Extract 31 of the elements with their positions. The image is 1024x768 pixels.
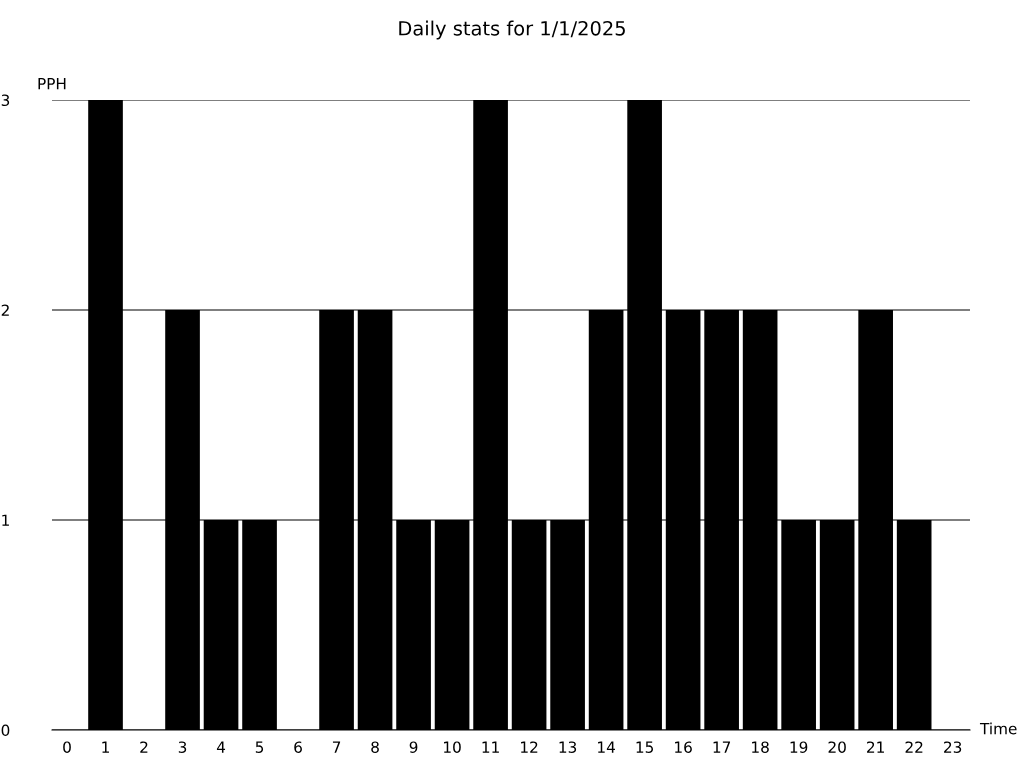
- y-tick-label: 1: [2, 514, 9, 526]
- x-tick-label: 20: [828, 741, 846, 753]
- x-tick-label: 21: [867, 741, 884, 753]
- x-tick-label: 23: [944, 741, 962, 753]
- y-tick-label: 2: [1, 304, 9, 316]
- x-tick-label: 3: [178, 741, 187, 753]
- x-tick-label: 4: [216, 741, 226, 753]
- x-tick-label: 12: [521, 741, 538, 753]
- y-tick-label: 3: [1, 94, 10, 107]
- x-tick-label: 19: [790, 741, 808, 753]
- x-tick-label: 10: [444, 741, 461, 753]
- x-tick-label: 22: [905, 741, 923, 753]
- x-tick-label: 0: [63, 741, 71, 753]
- x-tick-label: 5: [255, 741, 264, 753]
- x-tick-label: 6: [294, 741, 302, 753]
- y-tick-label: 0: [1, 724, 10, 737]
- x-tick-label: 16: [675, 741, 692, 753]
- x-tick-label: 2: [140, 741, 148, 753]
- chart-title: Daily stats for 1/1/2025: [399, 20, 625, 40]
- x-tick-label: 11: [482, 741, 499, 753]
- x-tick-label: 9: [409, 741, 418, 753]
- x-tick-label: 14: [598, 741, 615, 753]
- x-tick-label: 15: [636, 741, 653, 753]
- x-tick-label: 1: [102, 741, 109, 753]
- x-tick-label: 17: [713, 741, 731, 753]
- x-tick-label: 13: [559, 741, 577, 753]
- x-tick-label: 8: [371, 741, 379, 753]
- x-axis-title: Time: [979, 722, 1017, 735]
- x-tick-label: 18: [752, 741, 769, 753]
- y-axis-title: PPH: [38, 78, 66, 90]
- x-tick-label: 7: [332, 741, 341, 753]
